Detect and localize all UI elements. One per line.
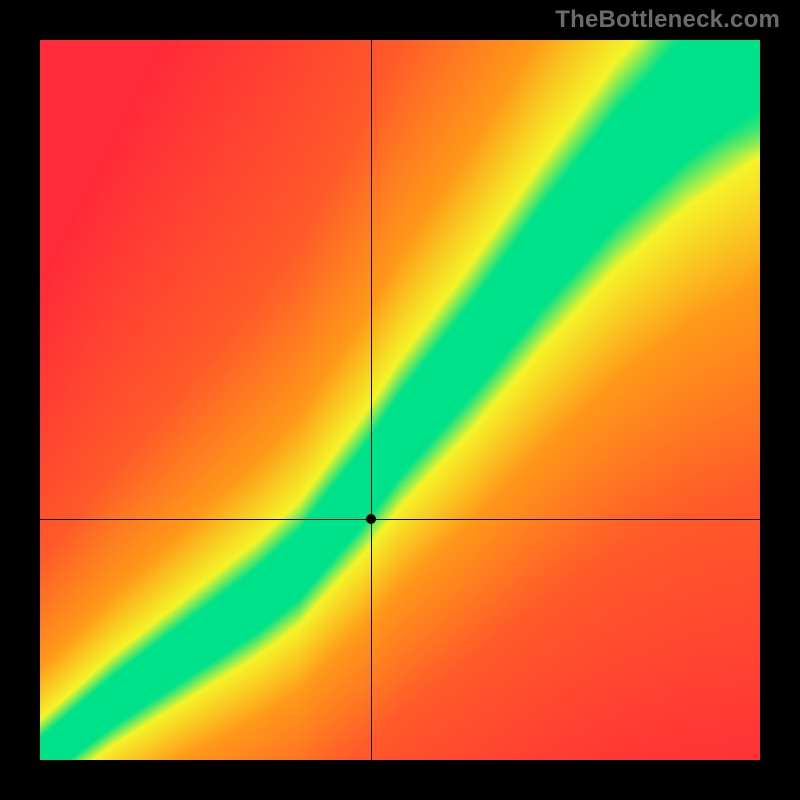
heatmap-canvas xyxy=(40,40,760,760)
crosshair-vertical xyxy=(371,40,372,760)
marker-dot xyxy=(366,514,376,524)
watermark-text: TheBottleneck.com xyxy=(555,6,780,34)
heatmap-plot-area xyxy=(40,40,760,760)
crosshair-horizontal xyxy=(40,519,760,520)
